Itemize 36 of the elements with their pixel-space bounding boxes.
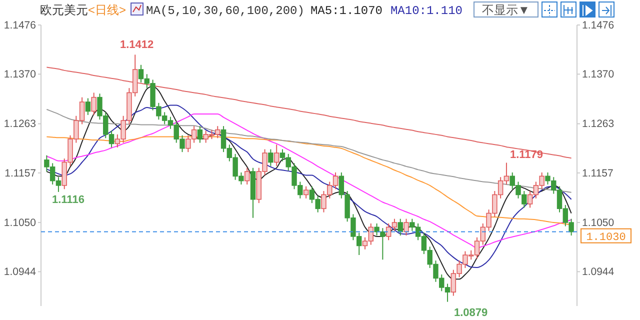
y2-tick-label: 1.1157 [582,167,614,180]
y-tick-label: 1.1370 [4,68,36,81]
y2-tick-label: 1.1370 [582,68,614,81]
annotation: 1.1116 [52,194,84,206]
ref-line-label: 1.1030 [586,232,626,244]
chart-title: 欧元美元 [40,3,88,17]
y-tick-label: 1.1050 [4,216,36,229]
y2-tick-label: 1.1476 [582,19,614,32]
candlestick [268,148,274,166]
annotation: 1.1179 [510,149,544,161]
y-tick-label: 1.0944 [4,266,36,278]
text: MA5:1.1070 [310,4,382,18]
y2-tick-label: 1.1050 [582,216,614,229]
candlestick [274,144,280,166]
candlestick [398,218,403,236]
candlestick [303,186,309,199]
candlestick [404,218,409,236]
line-series [46,66,572,159]
candlestick [244,167,250,186]
line-series [46,104,572,268]
candlestick [197,126,203,144]
text: 1.0879 [454,307,488,319]
legend-title: MA(5,10,30,60,100,200) [146,4,304,18]
candlestick [380,228,386,260]
y-tick-label: 1.1157 [4,167,36,180]
candlestick [85,98,91,116]
y-tick-label: 1.1476 [4,19,36,32]
candlestick [374,222,380,236]
annotation: 1.1412 [120,39,154,51]
y2-tick-label: 1.0944 [582,266,614,278]
y-tick-label: 1.1263 [4,118,36,130]
y2-tick-label: 1.1263 [582,118,614,130]
chart-subtitle: <日线> [88,3,126,17]
candlestick [91,92,96,116]
text: 不显示▼ [482,3,530,17]
text: MA10:1.110 [390,4,462,18]
